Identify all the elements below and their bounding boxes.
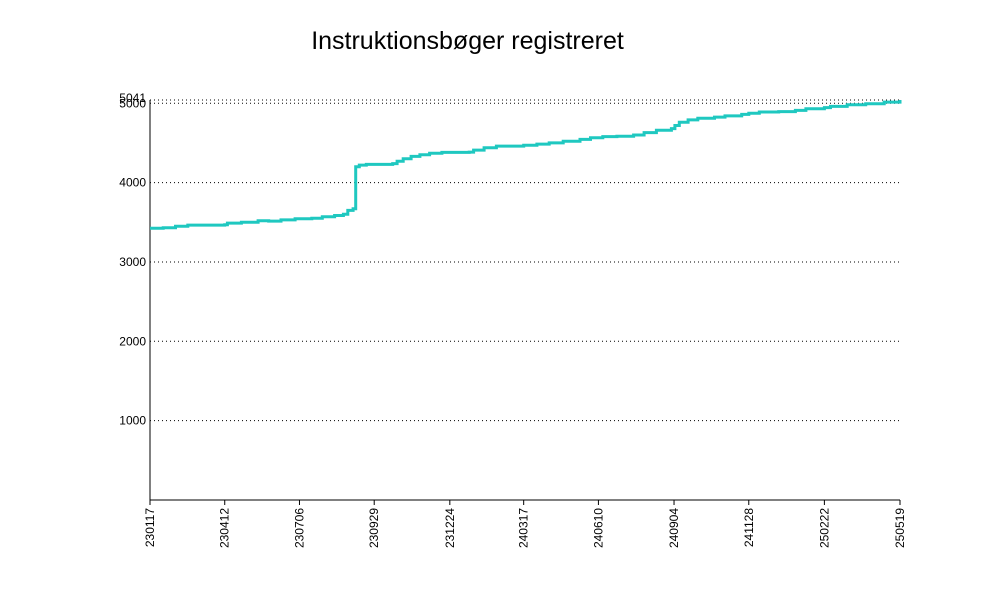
- series-line: [150, 100, 902, 230]
- x-tick-label: 230412: [218, 508, 232, 548]
- chart-title: Instruktionsbøger registreret: [311, 27, 624, 55]
- x-tick-label: 250519: [893, 508, 907, 548]
- y-tick-label: 5000: [119, 96, 146, 110]
- y-tick-label: 4000: [119, 176, 146, 190]
- x-tick-label: 230706: [292, 508, 306, 548]
- x-tick-label: 240317: [517, 508, 531, 548]
- x-tick-label: 230929: [367, 508, 381, 548]
- y-tick-label: 2000: [119, 334, 146, 348]
- x-tick-label: 230117: [143, 508, 157, 547]
- y-max-label: 5041: [119, 91, 146, 105]
- x-tick-label: 231224: [443, 508, 457, 548]
- x-tick-label: 250222: [817, 508, 831, 548]
- x-tick-label: 240904: [667, 508, 681, 548]
- y-tick-label: 3000: [119, 255, 146, 269]
- x-tick-label: 240610: [591, 508, 605, 548]
- y-tick-label: 1000: [119, 414, 146, 428]
- x-tick-label: 241128: [742, 508, 756, 547]
